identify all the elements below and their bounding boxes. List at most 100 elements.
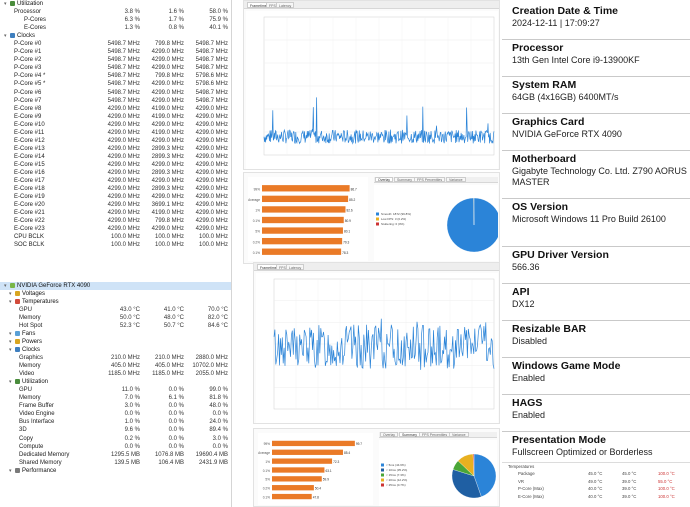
sensor-row[interactable]: E-Core #9 4299.0 MHz 4199.0 MHz 4299.0 MHz [0, 113, 231, 121]
info-value: DX12 [512, 299, 535, 309]
sensor-name: GPU [19, 387, 33, 394]
sensor-row[interactable]: E-Core #15 4299.0 MHz 4299.0 MHz 4299.0 MHz [0, 161, 231, 169]
expand-toggle-icon[interactable]: ▾ [9, 338, 12, 345]
tab-overlay[interactable]: Overlay [375, 177, 394, 182]
expand-toggle-icon[interactable]: ▾ [9, 379, 12, 386]
expand-toggle-icon[interactable]: ▾ [9, 347, 12, 354]
sensor-row[interactable]: P-Core #1 5498.7 MHz 4299.0 MHz 5498.7 MHz [0, 48, 231, 56]
expand-toggle-icon[interactable]: ▾ [9, 467, 12, 474]
sensor-row[interactable]: E-Core #17 4299.0 MHz 4299.0 MHz 4299.0 MHz [0, 177, 231, 185]
tree-group-row[interactable]: ▾ Clocks [0, 32, 231, 40]
sensor-row[interactable]: Memory 7.0 % 6.1 % 81.8 % [0, 394, 231, 402]
sensor-label: GPU [19, 306, 109, 314]
sensor-row[interactable]: E-Core #12 4299.0 MHz 4299.0 MHz 4299.0 MHz [0, 137, 231, 145]
sensor-row[interactable]: P-Core (Max) 40.0 °C 39.0 °C 100.0 °C [502, 485, 690, 492]
sensor-row[interactable]: E-Core #18 4299.0 MHz 2899.3 MHz 4299.0 MHz [0, 185, 231, 193]
min-value: 100.0 MHz [154, 234, 184, 241]
expand-toggle-icon[interactable]: ▾ [4, 33, 7, 40]
sensor-row[interactable]: Memory 405.0 MHz 405.0 MHz 10702.0 MHz [0, 362, 231, 370]
sensor-row[interactable]: P-Core #6 5498.7 MHz 4299.0 MHz 5498.7 MHz [0, 89, 231, 97]
tab-latency[interactable]: Latency [276, 2, 295, 8]
sensor-row[interactable]: Graphics 210.0 MHz 210.0 MHz 2880.0 MHz [0, 354, 231, 362]
tree-group-row[interactable]: ▾ Fans [0, 330, 231, 338]
fps-bar [272, 476, 322, 482]
sensor-row[interactable]: E-Core #19 4299.0 MHz 4299.0 MHz 4299.0 MHz [0, 193, 231, 201]
sensor-row[interactable]: Package 45.0 °C 45.0 °C 100.0 °C [502, 470, 690, 477]
sensor-row[interactable]: SOC BCLK 100.0 MHz 100.0 MHz 100.0 MHz [0, 241, 231, 249]
bar-category-label: 1% [255, 209, 260, 213]
tree-group-row[interactable]: ▾ NVIDIA GeForce RTX 4090 [0, 281, 231, 290]
sensor-row[interactable]: VR 49.0 °C 39.0 °C 55.0 °C [502, 478, 690, 485]
sensor-row[interactable]: P-Core #5 * 5498.7 MHz 4299.0 MHz 5798.6 MH… [0, 80, 231, 88]
expand-toggle-icon[interactable]: ▾ [9, 330, 12, 337]
expand-toggle-icon[interactable]: ▾ [9, 298, 12, 305]
sensor-tree[interactable]: ▾ Utilization Processor 3.8 % 1.6 % 58.0 % P-C… [0, 0, 232, 507]
sensor-row[interactable]: Processor 3.8 % 1.6 % 58.0 % [0, 8, 231, 16]
sensor-row[interactable]: Video Engine 0.0 % 0.0 % 0.0 % [0, 410, 231, 418]
tab-variance[interactable]: Variance [446, 177, 466, 182]
sensor-row[interactable]: E-Core #8 4299.0 MHz 4199.0 MHz 4299.0 MHz [0, 105, 231, 113]
sensor-row[interactable]: E-Core #11 4299.0 MHz 4199.0 MHz 4299.0 MHz [0, 129, 231, 137]
tab-variance-2[interactable]: Variance [449, 432, 469, 437]
sensor-row[interactable]: Shared Memory 139.5 MB 106.4 MB 2431.9 MB [0, 459, 231, 467]
tree-group-row[interactable]: ▾ Powers [0, 338, 231, 346]
sensor-row[interactable]: GPU 11.0 % 0.0 % 99.0 % [0, 386, 231, 394]
tree-group-row[interactable]: ▾ Temperatures [0, 298, 231, 306]
tab-overlay-2[interactable]: Overlay [380, 432, 399, 437]
sensor-row[interactable]: E-Core #21 4299.0 MHz 4199.0 MHz 4299.0 MHz [0, 209, 231, 217]
tab-latency-2[interactable]: Latency [286, 264, 305, 270]
tab-fps-percentiles-2[interactable]: FPS Percentiles [419, 432, 451, 437]
sensor-row[interactable]: E-Core #16 4299.0 MHz 2899.3 MHz 4299.0 MHz [0, 169, 231, 177]
bar-category-label: 0.1% [253, 251, 260, 255]
sensor-row[interactable]: Video 1185.0 MHz 1185.0 MHz 2055.0 MHz [0, 370, 231, 378]
sensor-row[interactable]: E-Core #10 4299.0 MHz 4299.0 MHz 4299.0 MHz [0, 121, 231, 129]
sensor-row[interactable]: E-Core #20 4299.0 MHz 3699.1 MHz 4299.0 MHz [0, 201, 231, 209]
sensor-row[interactable]: Compute 0.0 % 0.0 % 0.0 % [0, 443, 231, 451]
sensor-row[interactable]: P-Cores 6.3 % 1.7 % 75.9 % [0, 16, 231, 24]
fps-tabs: Frametime FPS Latency [254, 263, 499, 271]
sensor-row[interactable]: P-Core #4 * 5498.7 MHz 799.8 MHz 5798.6 MHz [0, 72, 231, 80]
current-value: 5498.7 MHz [107, 57, 140, 64]
gauge-icon [15, 467, 20, 473]
sensor-row[interactable]: Bus Interface 1.0 % 0.0 % 24.0 % [0, 418, 231, 426]
sensor-row[interactable]: E-Core (Max) 40.0 °C 39.0 °C 100.0 °C [502, 493, 690, 500]
power-icon [15, 338, 20, 344]
bar-value-label: 82.6 [346, 209, 352, 213]
tab-summary[interactable]: Summary [394, 177, 415, 182]
sensor-row[interactable]: E-Core #14 4299.0 MHz 2899.3 MHz 4299.0 MHz [0, 153, 231, 161]
tree-group-row[interactable]: ▾ Utilization [0, 0, 231, 8]
tree-group-row[interactable]: Temperatures [502, 463, 690, 470]
sensor-row[interactable]: GPU 43.0 °C 41.0 °C 70.0 °C [0, 306, 231, 314]
expand-toggle-icon[interactable]: ▾ [4, 282, 7, 289]
sensor-row[interactable]: E-Cores 1.3 % 0.8 % 40.1 % [0, 24, 231, 32]
sensor-row[interactable]: CPU BCLK 100.0 MHz 100.0 MHz 100.0 MHz [0, 233, 231, 241]
sensor-row[interactable]: P-Core #7 5498.7 MHz 4299.0 MHz 5498.7 MHz [0, 97, 231, 105]
tab-summary-2[interactable]: Summary [399, 432, 420, 437]
max-value: 2055.0 MHz [195, 371, 228, 378]
sensor-label: Memory [19, 394, 109, 402]
sensor-row[interactable]: P-Core #3 5498.7 MHz 4299.0 MHz 5498.7 MHz [0, 64, 231, 72]
expand-toggle-icon[interactable]: ▾ [4, 1, 7, 7]
sensor-label: E-Core #12 [14, 137, 104, 145]
tree-spacer [0, 258, 231, 266]
sensor-row[interactable]: P-Core #2 5498.7 MHz 4299.0 MHz 5498.7 MHz [0, 56, 231, 64]
sensor-row[interactable]: Dedicated Memory 1295.5 MB 1076.8 MB 19690.… [0, 451, 231, 459]
separator [502, 39, 690, 40]
sensor-row[interactable]: E-Core #22 4299.0 MHz 799.8 MHz 4299.0 MHz [0, 217, 231, 225]
gpu-icon [10, 282, 15, 288]
sensor-row[interactable]: 3D 9.6 % 0.0 % 89.4 % [0, 426, 231, 434]
tree-group-row[interactable]: ▾ Voltages [0, 290, 231, 298]
sensor-row[interactable]: Memory 50.0 °C 48.0 °C 82.0 °C [0, 314, 231, 322]
tree-group-row[interactable]: ▾ Performance [0, 467, 231, 475]
tree-group-row[interactable]: ▾ Clocks [0, 346, 231, 354]
sensor-row[interactable]: E-Core #13 4299.0 MHz 2899.3 MHz 4299.0 MHz [0, 145, 231, 153]
sensor-row[interactable]: E-Core #23 4299.0 MHz 4299.0 MHz 4299.0 MHz [0, 225, 231, 233]
sensor-row[interactable]: P-Core #0 5498.7 MHz 799.8 MHz 5498.7 MHz [0, 40, 231, 48]
expand-toggle-icon[interactable]: ▾ [9, 290, 12, 297]
sensor-row[interactable]: Copy 0.2 % 0.0 % 3.0 % [0, 435, 231, 443]
tab-fps-percentiles[interactable]: FPS Percentiles [414, 177, 446, 182]
sensor-row[interactable]: Hot Spot 52.3 °C 50.7 °C 84.6 °C [0, 322, 231, 330]
legend-label: < 20ms (12.2%) [386, 478, 407, 482]
tree-group-row[interactable]: ▾ Utilization [0, 378, 231, 386]
sensor-row[interactable]: Frame Buffer 3.0 % 0.0 % 48.0 % [0, 402, 231, 410]
